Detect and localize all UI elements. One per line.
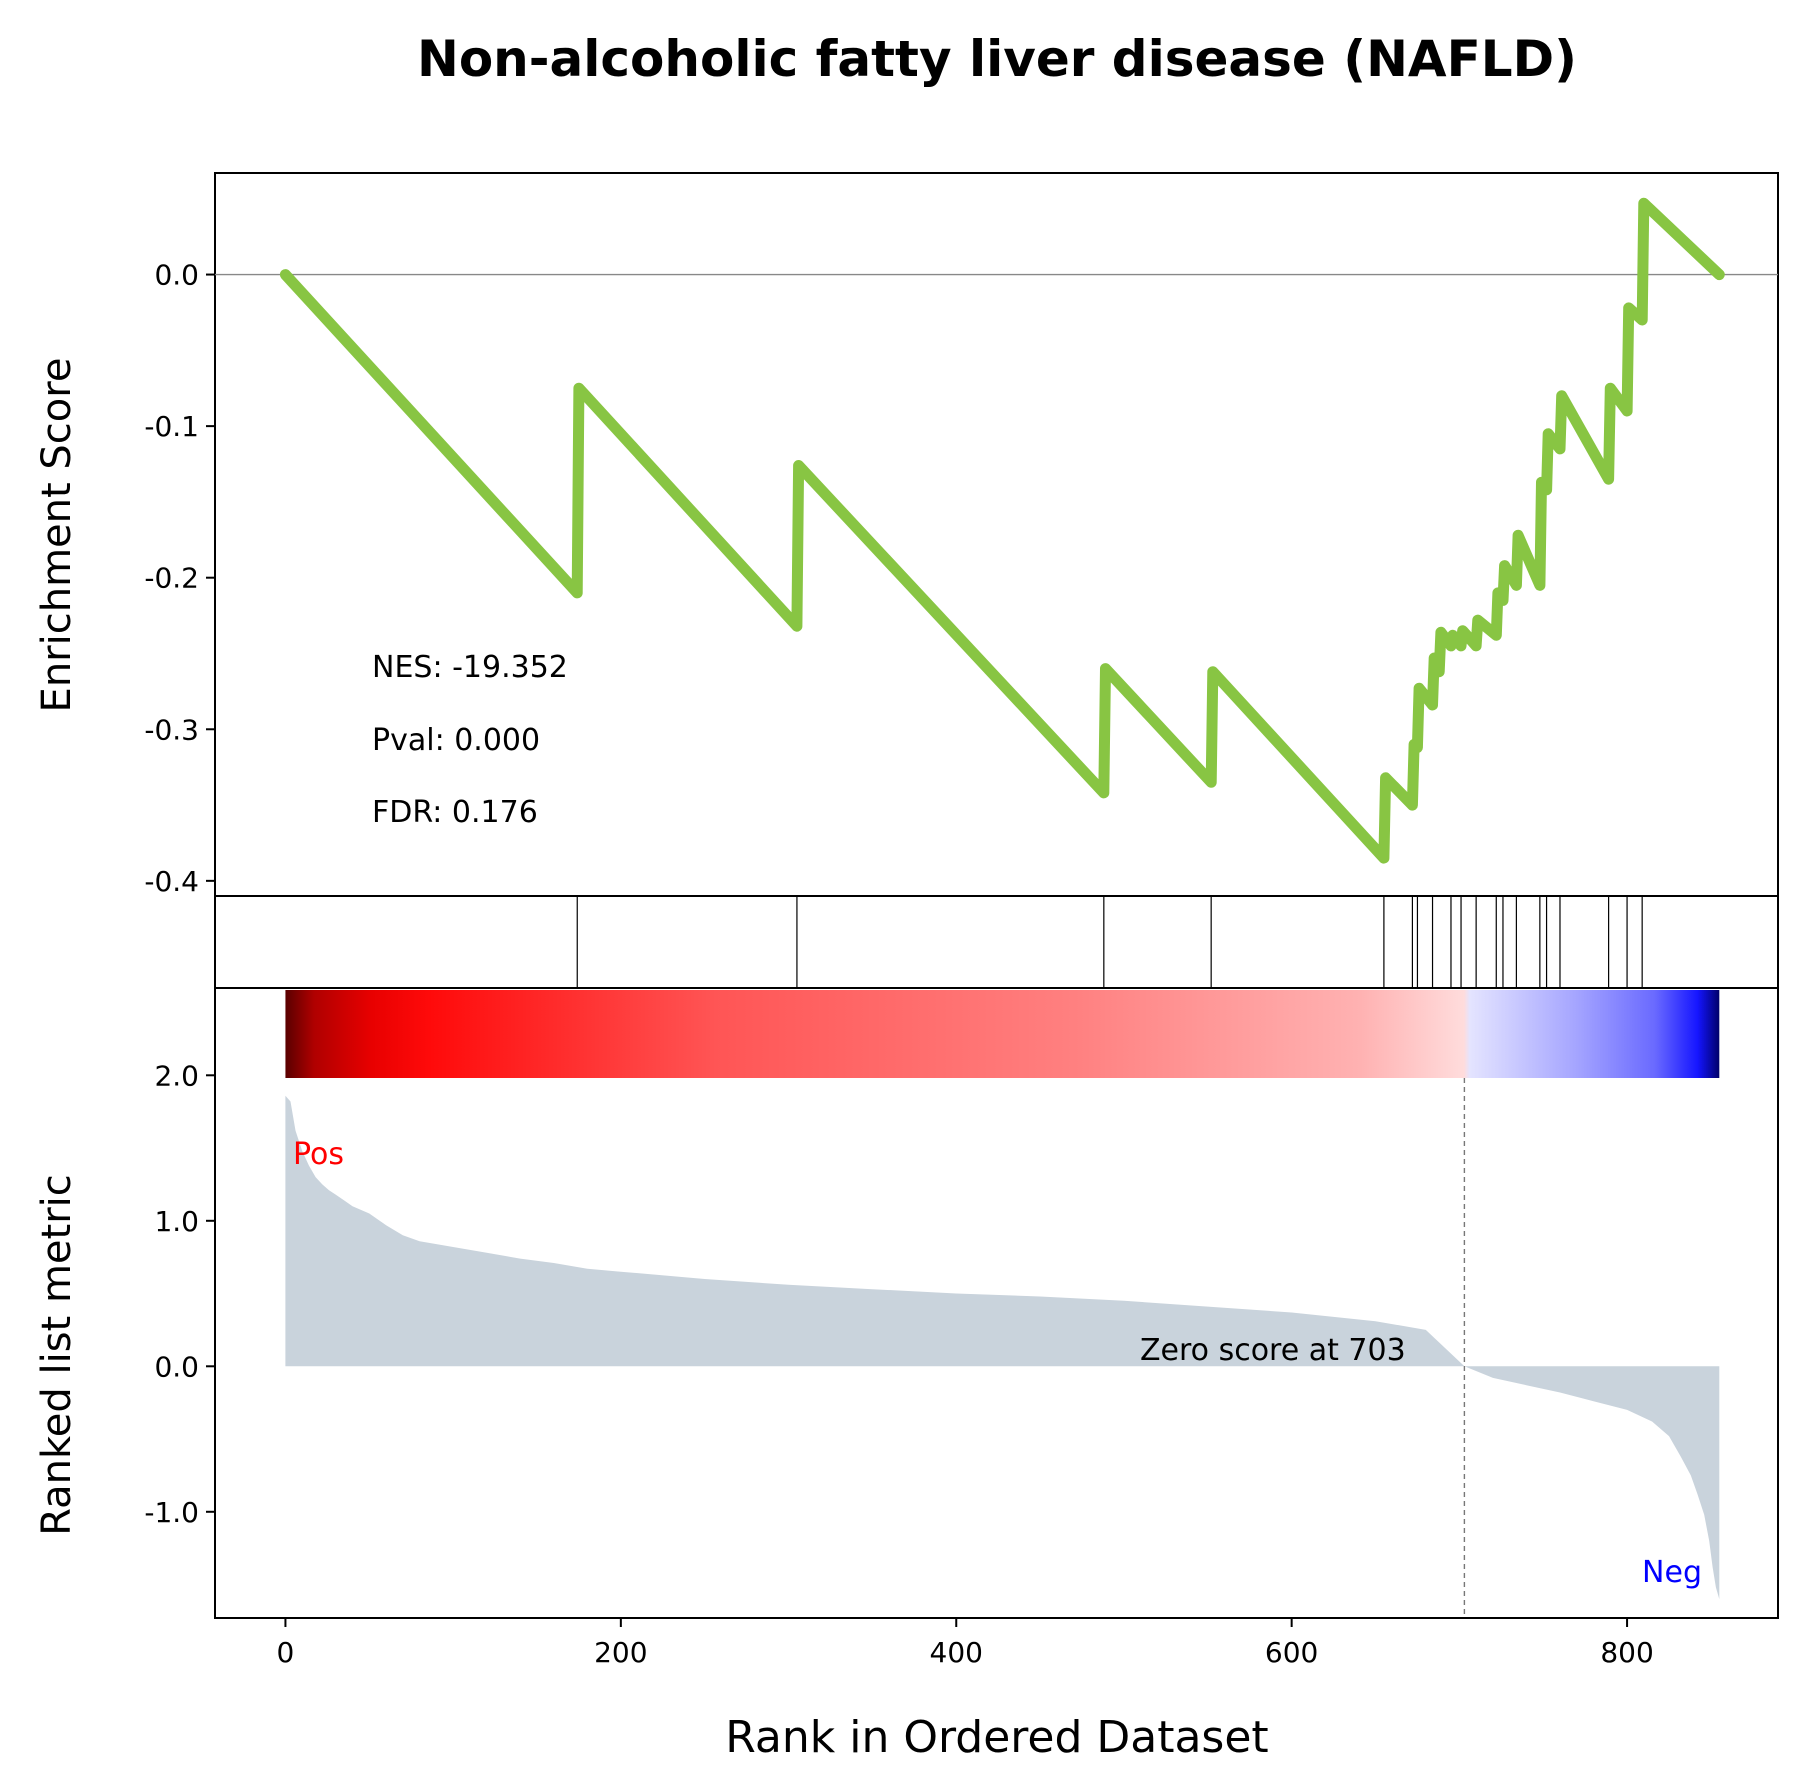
ranked-y-tick-label: 0.0: [154, 1350, 199, 1383]
pval-text: Pval: 0.000: [372, 723, 540, 758]
chart-title: Non-alcoholic fatty liver disease (NAFLD…: [417, 30, 1577, 88]
x-tick-label: 400: [930, 1636, 983, 1669]
es-y-tick-label: -0.2: [144, 562, 199, 595]
ranked-metric-area: [285, 1095, 1720, 1600]
pos-label: Pos: [293, 1137, 344, 1172]
ranked-y-tick-label: 1.0: [154, 1205, 199, 1238]
nes-text: NES: -19.352: [372, 650, 568, 685]
ranked-y-tick-label: -1.0: [144, 1496, 199, 1529]
hits-panel-frame: [214, 895, 1779, 989]
ranked-colorbar: [285, 990, 1720, 1078]
zero-score-label: Zero score at 703: [1140, 1333, 1406, 1368]
neg-label: Neg: [1642, 1555, 1702, 1590]
enrichment-score-line: [279, 197, 1725, 864]
ranked-y-axis-label: Ranked list metric: [34, 1174, 80, 1536]
es-y-tick-label: -0.3: [144, 713, 199, 746]
x-tick-label: 200: [594, 1636, 647, 1669]
ranked-y-tick-label: 2.0: [154, 1059, 199, 1092]
es-y-tick-label: -0.1: [144, 410, 199, 443]
ranked-panel-frame: [214, 987, 1779, 1619]
x-axis-label: Rank in Ordered Dataset: [725, 1712, 1268, 1763]
x-tick-label: 0: [277, 1636, 295, 1669]
x-tick-label: 800: [1600, 1636, 1653, 1669]
es-y-tick-label: -0.4: [144, 865, 199, 898]
es-y-tick-label: 0.0: [154, 259, 199, 292]
x-tick-label: 600: [1265, 1636, 1318, 1669]
fdr-text: FDR: 0.176: [372, 795, 538, 830]
enrichment-y-axis-label: Enrichment Score: [34, 358, 80, 713]
